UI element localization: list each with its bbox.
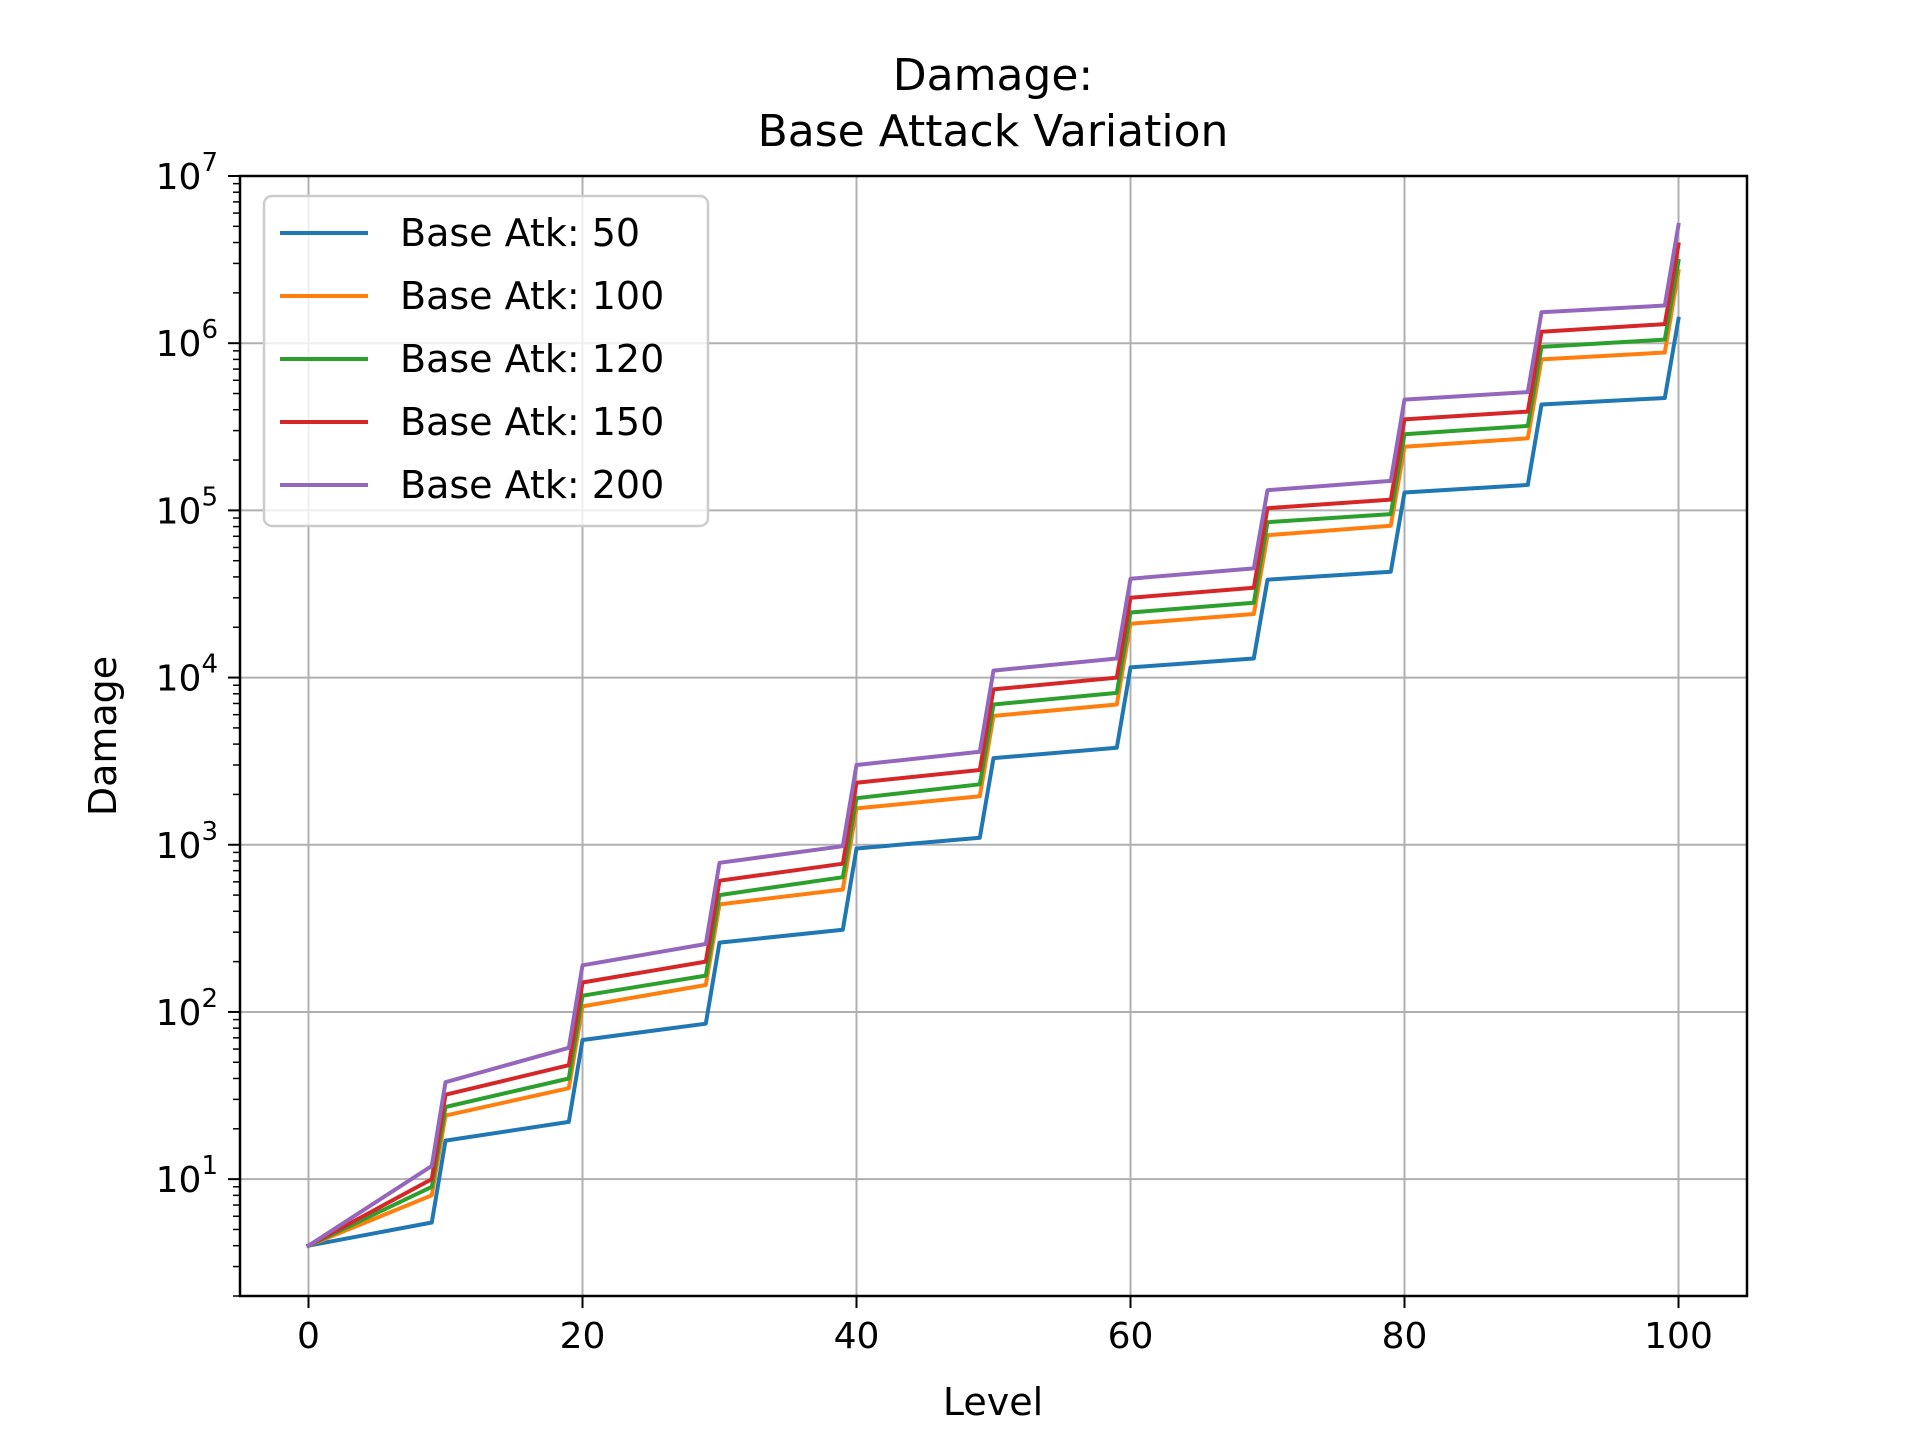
y-tick-base: 10 [156, 157, 202, 198]
y-tick-base: 10 [156, 491, 202, 532]
legend-label: Base Atk: 50 [400, 211, 640, 255]
series-line-3 [305, 242, 1681, 1249]
x-tick-label: 80 [1382, 1316, 1428, 1357]
y-tick-base: 10 [156, 1160, 202, 1201]
legend: Base Atk: 50 Base Atk: 100 Base Atk: 120 Ba… [262, 194, 710, 528]
series-line-4 [305, 222, 1681, 1249]
legend-label: Base Atk: 150 [400, 400, 664, 444]
x-axis-label: Level [943, 1380, 1043, 1424]
y-tick-label: 106 [156, 315, 218, 365]
y-tick-exponent: 6 [201, 315, 218, 345]
legend-label: Base Atk: 200 [400, 463, 664, 507]
legend-label: Base Atk: 100 [400, 274, 664, 318]
chart-title-line2: Base Attack Variation [758, 106, 1229, 157]
y-tick-label: 105 [156, 482, 218, 532]
y-tick-base: 10 [156, 826, 202, 867]
x-tick-label: 100 [1644, 1316, 1713, 1357]
y-tick-exponent: 2 [201, 984, 218, 1014]
chart-title-line1: Damage: [893, 50, 1094, 101]
series-line-2 [305, 258, 1681, 1249]
y-tick-base: 10 [156, 659, 202, 700]
y-tick-base: 10 [156, 324, 202, 365]
y-tick-label: 103 [156, 817, 218, 867]
y-tick-label: 104 [156, 650, 218, 700]
legend-label: Base Atk: 120 [400, 337, 664, 381]
x-tick-label: 0 [297, 1316, 320, 1357]
y-tick-base: 10 [156, 993, 202, 1034]
y-tick-exponent: 5 [201, 482, 218, 512]
x-tick-label: 40 [834, 1316, 880, 1357]
y-tick-label: 101 [156, 1151, 218, 1201]
series-lines [305, 222, 1681, 1249]
legend-box [262, 194, 710, 528]
y-tick-label: 107 [156, 148, 218, 198]
y-tick-label: 102 [156, 984, 218, 1034]
plot-frame [238, 174, 1749, 1298]
y-tick-exponent: 4 [201, 650, 218, 680]
x-tick-label: 60 [1108, 1316, 1154, 1357]
y-axis-label: Damage [81, 656, 125, 816]
y-tick-exponent: 1 [201, 1151, 218, 1181]
x-tick-label: 20 [560, 1316, 606, 1357]
y-tick-exponent: 3 [201, 817, 218, 847]
y-tick-exponent: 7 [201, 148, 218, 178]
series-line-0 [306, 316, 1681, 1249]
